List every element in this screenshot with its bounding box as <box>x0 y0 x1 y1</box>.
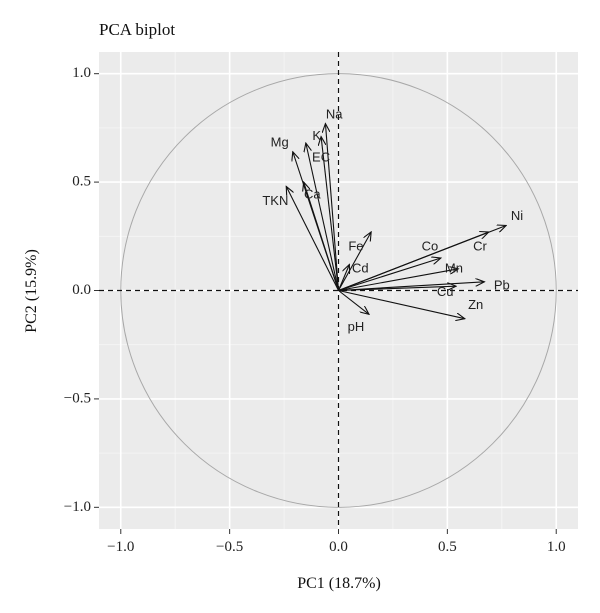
vector-label-zn: Zn <box>468 297 483 312</box>
x-tick-label: −0.5 <box>216 539 243 555</box>
y-tick-label: −1.0 <box>64 499 91 515</box>
vector-label-cr: Cr <box>473 239 487 254</box>
vector-cd <box>337 264 350 291</box>
y-tick-label: 0.0 <box>72 282 91 298</box>
vector-labels: Na K EC Mg Ca TKN Fe Cd Co Cr Ni Mn Pb Cu Zn pH <box>262 106 523 333</box>
y-tick-label: 1.0 <box>72 65 91 81</box>
x-axis-title: PC1 (18.7%) <box>297 575 381 592</box>
vector-label-pb: Pb <box>494 278 510 293</box>
vector-label-mg: Mg <box>271 135 289 150</box>
vector-label-mn: Mn <box>445 260 463 275</box>
vector-label-ni: Ni <box>511 208 523 223</box>
vector-label-ca: Ca <box>304 187 321 202</box>
vector-label-ph: pH <box>348 319 365 334</box>
vector-label-na: Na <box>326 106 343 121</box>
vector-zn <box>338 289 465 319</box>
vector-mn <box>338 269 459 292</box>
vector-label-k: K <box>312 128 321 143</box>
vector-label-co: Co <box>422 239 439 254</box>
vector-label-cd: Cd <box>352 260 369 275</box>
y-axis-title: PC2 (15.9%) <box>23 249 40 333</box>
vector-label-cu: Cu <box>437 284 454 299</box>
axis-ticks: −1.0 −0.5 0.0 0.5 1.0 −1.0 −0.5 0.0 0.5 1.0 <box>64 65 566 555</box>
chart-title: PCA biplot <box>99 20 175 39</box>
vector-label-fe: Fe <box>348 239 363 254</box>
vector-k <box>321 137 340 291</box>
vector-ca <box>304 182 340 291</box>
x-tick-label: −1.0 <box>107 539 134 555</box>
vector-na <box>325 124 340 291</box>
vector-ec <box>306 143 340 291</box>
vector-tkn <box>286 186 339 291</box>
vector-label-tkn: TKN <box>262 193 288 208</box>
vector-fe <box>338 232 372 291</box>
x-tick-label: 0.5 <box>438 539 457 555</box>
loading-vectors <box>286 124 506 319</box>
vector-ni <box>338 225 507 292</box>
vector-co <box>338 258 441 292</box>
y-tick-label: −0.5 <box>64 390 91 406</box>
x-tick-label: 1.0 <box>547 539 566 555</box>
vector-cu <box>338 286 457 292</box>
vector-label-ec: EC <box>312 150 330 165</box>
x-tick-label: 0.0 <box>329 539 348 555</box>
vector-ph <box>338 290 369 315</box>
y-tick-label: 0.5 <box>72 174 91 190</box>
